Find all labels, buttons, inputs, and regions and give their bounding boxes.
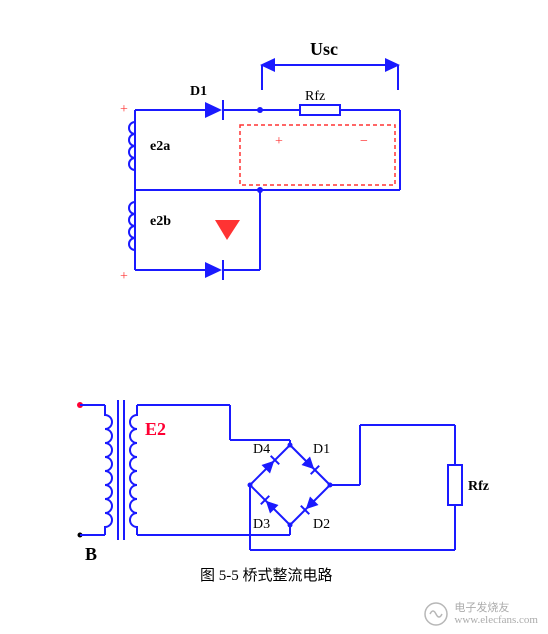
transformer-secondary: e2a e2b + + bbox=[120, 102, 263, 284]
current-path-dashed: + − bbox=[240, 125, 395, 185]
bridge-rectifier: D4 D1 D3 D2 bbox=[248, 442, 333, 532]
main-loop bbox=[260, 110, 400, 190]
usc-label: Usc bbox=[310, 39, 338, 59]
d1-label: D1 bbox=[190, 84, 207, 99]
red-arrow-icon bbox=[215, 220, 240, 240]
d1-label-b: D1 bbox=[313, 442, 330, 457]
e2b-label: e2b bbox=[150, 214, 171, 229]
watermark-url: www.elecfans.com bbox=[454, 614, 538, 626]
bottom-circuit-svg: E2 B bbox=[60, 380, 500, 610]
plus-inner: + bbox=[275, 134, 283, 149]
diode-d2 bbox=[165, 190, 260, 280]
rfz-label: Rfz bbox=[305, 89, 325, 104]
d4-label: D4 bbox=[253, 442, 270, 457]
e2a-label: e2a bbox=[150, 139, 170, 154]
load-branch: Rfz bbox=[250, 425, 489, 550]
rfz-resistor: Rfz bbox=[300, 89, 340, 115]
usc-measurement: Usc bbox=[260, 39, 400, 90]
top-rectifier-circuit: Usc Rfz D1 bbox=[110, 30, 430, 290]
b-label: B bbox=[85, 544, 97, 564]
d3-label: D3 bbox=[253, 517, 270, 532]
plus-top: + bbox=[120, 102, 128, 117]
bottom-bridge-circuit: E2 B bbox=[60, 380, 500, 610]
d2-label: D2 bbox=[313, 517, 330, 532]
minus-inner: − bbox=[360, 134, 368, 149]
diode-d1: D1 bbox=[165, 84, 263, 120]
plus-bottom: + bbox=[120, 269, 128, 284]
rfz-label-b: Rfz bbox=[468, 479, 489, 494]
watermark-brand: 电子发烧友 bbox=[454, 602, 538, 614]
watermark: 电子发烧友 www.elecfans.com bbox=[424, 602, 538, 626]
top-circuit-svg: Usc Rfz D1 bbox=[110, 30, 430, 290]
e2-label: E2 bbox=[145, 419, 166, 439]
bottom-caption: 图 5-5 桥式整流电路 bbox=[200, 567, 333, 584]
transformer-b: E2 B bbox=[77, 400, 166, 564]
elecfans-logo-icon bbox=[424, 602, 448, 626]
